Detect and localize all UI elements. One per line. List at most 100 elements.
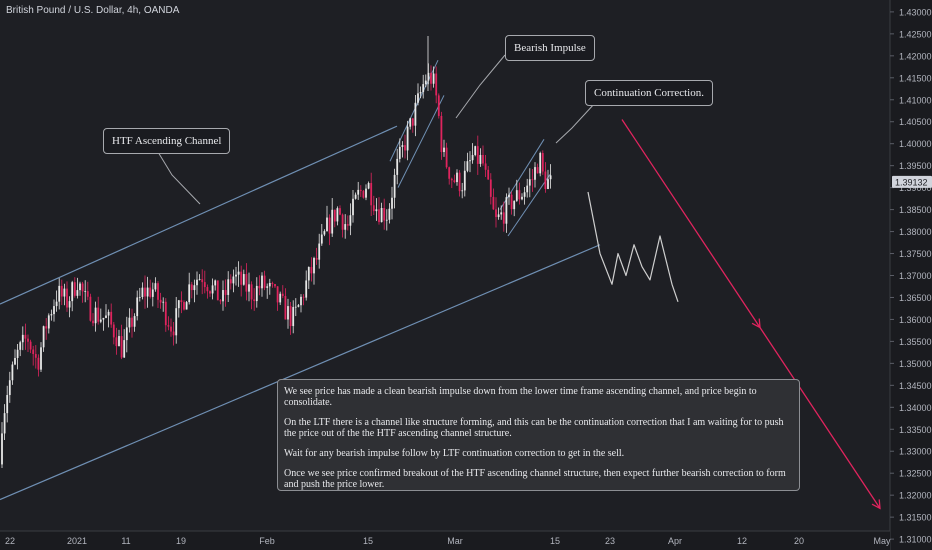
candle-body[interactable]: [167, 325, 170, 327]
candle-body[interactable]: [497, 214, 500, 218]
candle-body[interactable]: [310, 267, 313, 274]
projection-sketch-wave[interactable]: [587, 191, 679, 303]
candle-body[interactable]: [102, 317, 105, 320]
candle-body[interactable]: [362, 190, 365, 198]
candle-body[interactable]: [417, 93, 419, 103]
candle-body[interactable]: [513, 200, 516, 210]
candle-body[interactable]: [289, 306, 292, 327]
candle-body[interactable]: [315, 258, 318, 260]
candle-body[interactable]: [279, 293, 282, 303]
candle-body[interactable]: [47, 315, 50, 329]
candle-body[interactable]: [79, 283, 81, 291]
candle-body[interactable]: [281, 293, 284, 296]
candle-body[interactable]: [138, 296, 141, 298]
htf-channel-upper-line[interactable]: [0, 125, 398, 305]
candle-body[interactable]: [510, 194, 513, 210]
candle-body[interactable]: [393, 174, 396, 198]
candle-body[interactable]: [21, 334, 24, 343]
candle-body[interactable]: [196, 279, 198, 286]
candle-body[interactable]: [406, 126, 409, 151]
candle-body[interactable]: [375, 209, 378, 212]
candle-body[interactable]: [203, 282, 206, 288]
candle-body[interactable]: [68, 301, 71, 308]
candle-body[interactable]: [430, 72, 432, 84]
candle-body[interactable]: [484, 163, 487, 170]
candle-body[interactable]: [414, 102, 417, 126]
candle-body[interactable]: [463, 170, 466, 191]
candle-body[interactable]: [258, 285, 261, 289]
candle-body[interactable]: [344, 224, 347, 230]
htf-channel-lower-line[interactable]: [0, 244, 601, 501]
candle-body[interactable]: [115, 337, 118, 347]
candle-body[interactable]: [110, 311, 113, 325]
candle-body[interactable]: [305, 280, 308, 298]
candle-body[interactable]: [336, 208, 339, 222]
price-axis-panel[interactable]: [890, 0, 932, 550]
candle-body[interactable]: [157, 283, 159, 300]
candle-body[interactable]: [94, 307, 97, 324]
htf-channel-callout[interactable]: HTF Ascending Channel: [103, 128, 231, 154]
candle-body[interactable]: [318, 243, 321, 260]
candle-body[interactable]: [175, 308, 178, 336]
candle-body[interactable]: [521, 196, 523, 200]
candle-body[interactable]: [341, 214, 344, 230]
candle-body[interactable]: [209, 291, 211, 294]
candle-body[interactable]: [263, 275, 266, 288]
candle-body[interactable]: [214, 280, 217, 286]
candle-body[interactable]: [331, 209, 334, 234]
candle-body[interactable]: [359, 189, 362, 191]
candle-body[interactable]: [66, 288, 68, 308]
candle-body[interactable]: [326, 217, 328, 232]
candle-body[interactable]: [112, 324, 115, 338]
candle-body[interactable]: [71, 282, 74, 302]
candle-body[interactable]: [378, 209, 380, 223]
candle-body[interactable]: [154, 283, 157, 290]
candle-body[interactable]: [99, 319, 102, 322]
candle-body[interactable]: [536, 167, 539, 174]
candle-body[interactable]: [58, 285, 61, 302]
candle-body[interactable]: [502, 212, 505, 224]
candle-body[interactable]: [118, 336, 120, 347]
candle-body[interactable]: [229, 279, 232, 284]
time-axis-panel[interactable]: [0, 531, 890, 550]
candle-body[interactable]: [151, 289, 154, 297]
candle-body[interactable]: [466, 161, 469, 171]
candle-body[interactable]: [162, 301, 165, 303]
candle-body[interactable]: [89, 296, 92, 321]
candle-body[interactable]: [211, 285, 214, 294]
candle-body[interactable]: [528, 179, 531, 186]
candle-body[interactable]: [385, 219, 388, 221]
candle-body[interactable]: [396, 158, 399, 175]
candle-body[interactable]: [474, 146, 477, 156]
candle-body[interactable]: [370, 183, 373, 206]
candle-body[interactable]: [274, 283, 276, 287]
candle-body[interactable]: [422, 84, 425, 93]
candle-body[interactable]: [180, 300, 183, 303]
candle-body[interactable]: [284, 295, 287, 320]
candle-body[interactable]: [500, 212, 503, 215]
candle-body[interactable]: [40, 347, 42, 370]
candle-body[interactable]: [8, 380, 11, 396]
candle-body[interactable]: [266, 286, 269, 288]
candle-body[interactable]: [144, 287, 146, 297]
candle-body[interactable]: [76, 290, 79, 296]
candle-body[interactable]: [492, 196, 495, 210]
candle-body[interactable]: [489, 179, 492, 197]
candle-body[interactable]: [346, 224, 349, 226]
candle-body[interactable]: [476, 146, 479, 164]
candle-body[interactable]: [73, 282, 76, 296]
candle-body[interactable]: [435, 73, 438, 96]
candle-body[interactable]: [531, 179, 534, 181]
candle-body[interactable]: [206, 287, 209, 292]
candle-body[interactable]: [495, 209, 497, 218]
candle-body[interactable]: [107, 311, 110, 316]
candle-body[interactable]: [190, 284, 193, 291]
candle-body[interactable]: [339, 208, 341, 215]
candle-body[interactable]: [222, 290, 224, 302]
candle-body[interactable]: [544, 171, 547, 189]
candle-body[interactable]: [170, 326, 172, 332]
candle-body[interactable]: [14, 357, 16, 365]
candle-body[interactable]: [411, 118, 414, 126]
candle-body[interactable]: [136, 297, 139, 317]
candle-body[interactable]: [219, 300, 222, 302]
